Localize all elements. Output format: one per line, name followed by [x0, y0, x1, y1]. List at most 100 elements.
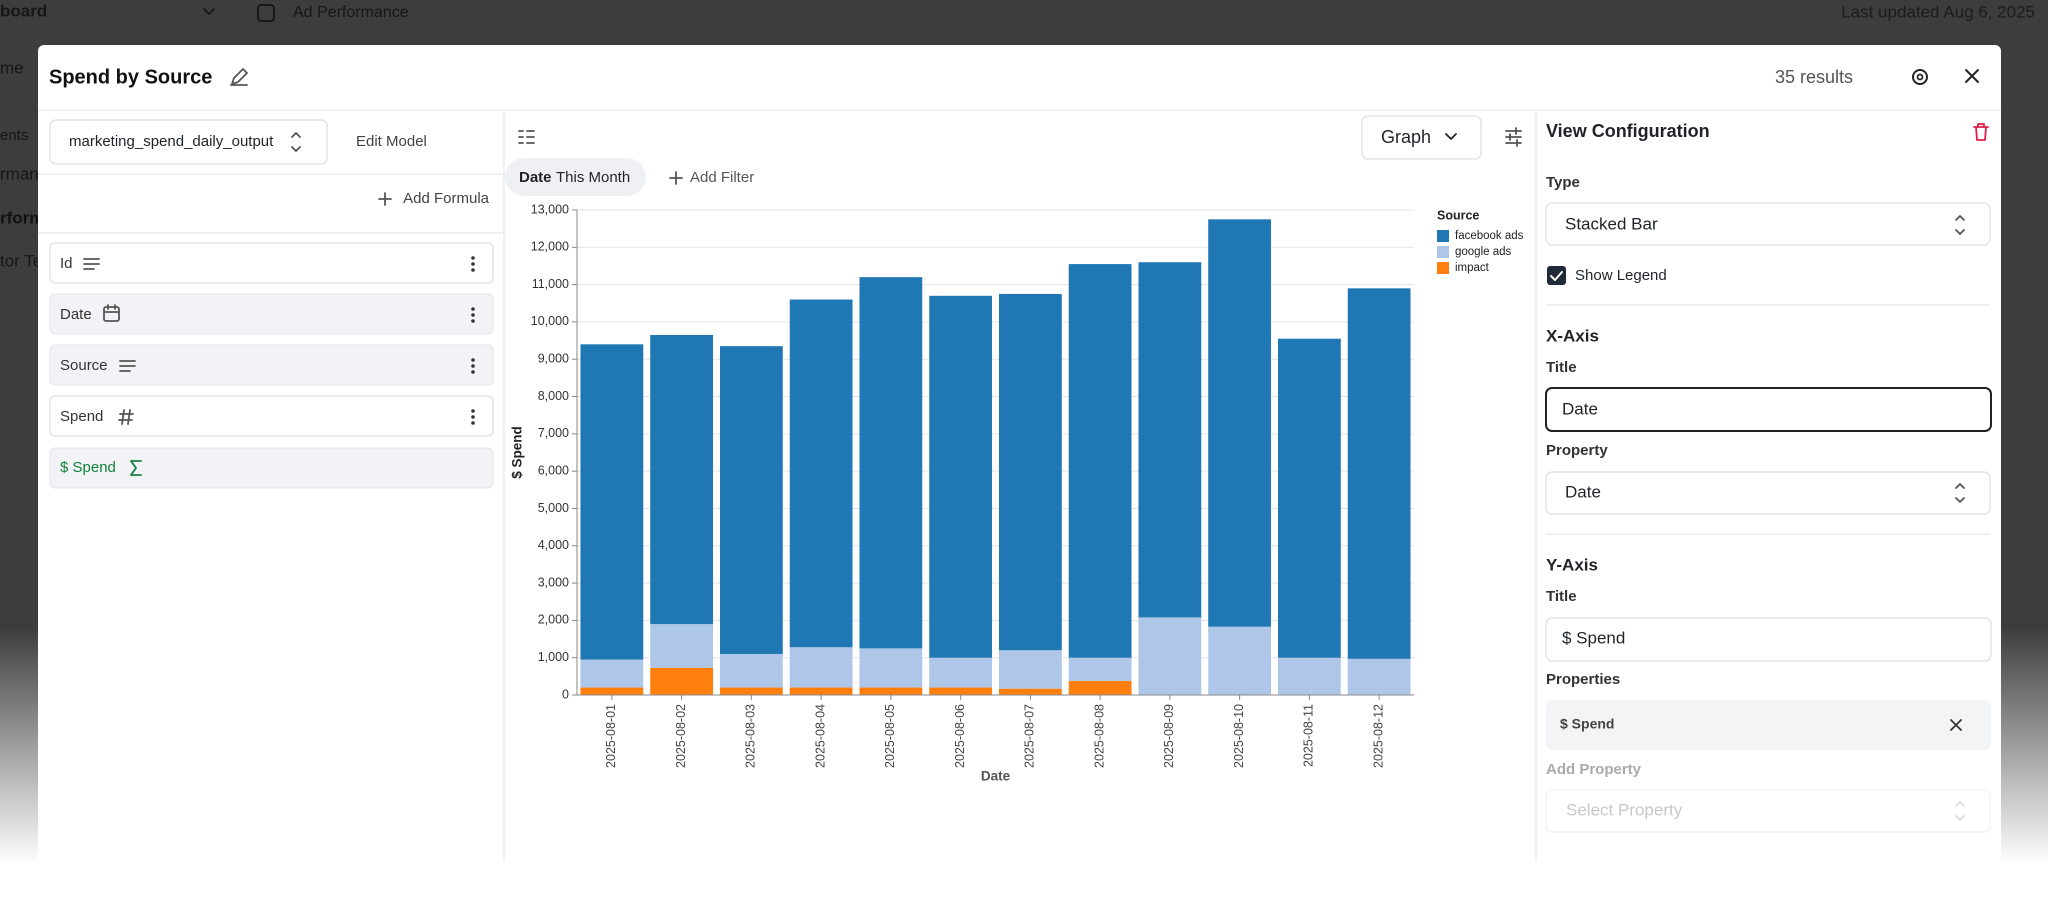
x-property-select[interactable]: [1545, 471, 1991, 515]
bar-segment: [719, 653, 783, 688]
bar-segment: [859, 687, 923, 695]
legend-label: google ads: [1455, 246, 1512, 258]
page-title: Ad Performance: [293, 4, 409, 21]
filter-chip[interactable]: [505, 158, 646, 196]
bar-segment: [929, 657, 993, 688]
field-row[interactable]: [49, 242, 494, 284]
close-button[interactable]: [1965, 69, 1979, 83]
view-name: Graph: [1381, 127, 1431, 147]
menu-icons: [471, 256, 475, 425]
field-label: Properties: [1546, 671, 1620, 688]
bar-segment: [929, 295, 993, 658]
field-name: Spend: [60, 408, 103, 425]
bar-segment: [1208, 626, 1272, 695]
x-tick-label: 2025-08-09: [1162, 704, 1176, 768]
legend-label: facebook ads: [1455, 230, 1524, 242]
y-tick-label: 2,000: [538, 613, 569, 627]
bar-segment: [580, 344, 644, 660]
bar-segment: [580, 687, 644, 695]
section-heading: X-Axis: [1546, 326, 1599, 345]
chart-options[interactable]: [1505, 127, 1522, 147]
y-tick-label: 6,000: [538, 463, 569, 477]
x-title-input[interactable]: [1545, 387, 1992, 432]
model-name: marketing_spend_daily_output: [69, 133, 274, 150]
y-tick-label: 12,000: [531, 240, 569, 254]
chart: 0 1,000 2,000 3,000 4,000 5,000 6,000 7,000 8,00…: [510, 202, 1524, 783]
last-updated: Last updated Aug 6, 2025: [1841, 2, 2035, 21]
config-title: View Configuration: [1546, 121, 1710, 141]
bar-segment: [789, 647, 853, 688]
field-row[interactable]: [49, 344, 494, 386]
x-tick-label: 2025-08-01: [604, 704, 618, 768]
property-chip[interactable]: [1546, 700, 1991, 750]
y-tick-label: 1,000: [538, 650, 569, 664]
legend-swatch: [1437, 230, 1449, 242]
settings-button[interactable]: [1912, 69, 1928, 85]
y-tick-label: 5,000: [538, 501, 569, 515]
edit-model-button[interactable]: Edit Model: [356, 133, 427, 150]
select-icon: [291, 132, 301, 152]
field-label: Add Property: [1546, 761, 1642, 778]
section-heading: Y-Axis: [1546, 555, 1598, 574]
y-tick-label: 9,000: [538, 352, 569, 366]
remove-property[interactable]: [1950, 719, 1962, 731]
view-select[interactable]: [1361, 115, 1482, 160]
bar-segment: [1277, 338, 1341, 658]
bar-segment: [719, 687, 783, 695]
model-select[interactable]: [49, 119, 328, 165]
results-count: 35 results: [1775, 67, 1853, 87]
y-tick-label: 0: [562, 687, 569, 701]
edit-icon[interactable]: [230, 68, 248, 86]
legend-title: Source: [1437, 208, 1479, 222]
x-tick-label: 2025-08-07: [1023, 704, 1037, 768]
sidebar-item: rform: [0, 208, 44, 227]
bar-segment: [998, 650, 1062, 689]
chevron-icon: [203, 8, 215, 15]
field-row[interactable]: [49, 395, 494, 437]
select-placeholder: Select Property: [1566, 800, 1683, 819]
y-title-input[interactable]: [1545, 617, 1992, 662]
bar-segment: [719, 346, 783, 654]
field-row[interactable]: [49, 293, 494, 335]
bar-segment: [1068, 657, 1132, 681]
x-tick-label: 2025-08-04: [813, 704, 827, 768]
breadcrumb: board: [0, 1, 47, 20]
property-name: $ Spend: [1560, 716, 1614, 732]
type-value: Stacked Bar: [1565, 214, 1658, 233]
sum-icon: [130, 460, 142, 476]
x-tick-label: 2025-08-02: [674, 704, 688, 768]
add-filter-button[interactable]: Add Filter: [690, 169, 754, 186]
sidebar-item: tor Te: [0, 251, 42, 270]
bar-segment: [1208, 219, 1272, 627]
type-select[interactable]: [1545, 202, 1991, 246]
y-tick-label: 7,000: [538, 426, 569, 440]
delete-button[interactable]: [1973, 123, 1989, 141]
bar-segment: [789, 299, 853, 648]
x-tick-label: 2025-08-12: [1371, 704, 1385, 768]
y-tick-label: 8,000: [538, 389, 569, 403]
bar-segment: [859, 277, 923, 649]
filter-value: This Month: [556, 169, 630, 186]
bar-segment: [1277, 657, 1341, 695]
filter-field: Date: [519, 169, 552, 186]
x-tick-label: 2025-08-03: [744, 704, 758, 768]
legend-checkbox[interactable]: [1547, 266, 1566, 285]
bar-segment: [859, 648, 923, 688]
fields-toggle[interactable]: [518, 130, 535, 144]
plus-icon: [669, 171, 683, 185]
add-formula-button[interactable]: Add Formula: [403, 190, 490, 207]
bar-segment: [789, 687, 853, 695]
x-axis-title: Date: [981, 769, 1011, 784]
bar-segment: [580, 659, 644, 688]
add-property-select[interactable]: [1545, 789, 1991, 833]
field-name: Date: [60, 306, 92, 323]
field-row[interactable]: [49, 447, 494, 489]
check-icon: [1550, 271, 1563, 281]
select-icon: [1955, 801, 1965, 821]
y-tick-label: 10,000: [531, 314, 569, 328]
field-label: Title: [1546, 588, 1577, 605]
bar-segment: [1068, 680, 1132, 695]
input-value: Date: [1562, 399, 1598, 418]
text-icon: [119, 360, 136, 372]
